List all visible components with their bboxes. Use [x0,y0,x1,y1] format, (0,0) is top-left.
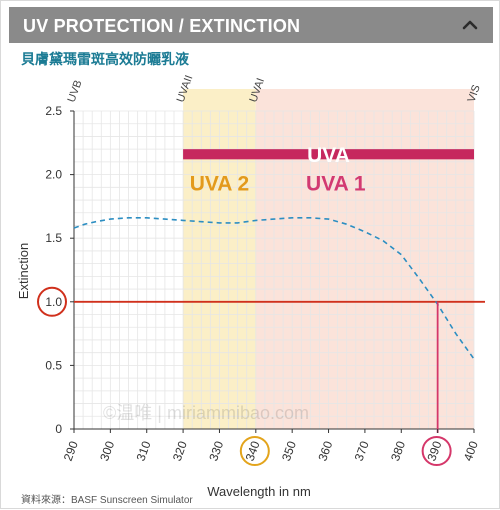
panel-header[interactable]: UV PROTECTION / EXTINCTION [9,7,493,43]
uva2-label: UVA 2 [190,173,250,196]
y-axis-title: Extinction [16,243,31,299]
uva-bar [183,149,474,160]
threshold-label-circle [37,286,67,317]
x-tick-label: 400 [461,439,481,463]
x-tick-label: 390 [424,439,444,463]
y-tick-label: 1.0 [45,295,62,309]
x-tick-label: 370 [352,439,372,463]
y-tick-label: 1.5 [45,231,62,245]
top-label-uvb: UVB [66,79,85,104]
x-axis-title: Wavelength in nm [207,484,311,499]
uva1-label: UVA 1 [306,173,366,196]
x-tick-label: 290 [61,439,81,463]
chevron-up-icon[interactable] [457,13,483,37]
watermark: ©温唯 | miriammibao.com [103,403,309,423]
y-tick-label: 2.0 [45,168,62,182]
circled-tick-390 [421,436,452,466]
x-tick-label: 300 [97,439,117,463]
product-name: 貝膚黛瑪雷斑高效防曬乳液 [21,52,189,68]
x-tick-label: 340 [243,439,263,463]
y-tick-label: 0.5 [45,358,62,372]
extinction-curve [73,217,475,360]
x-tick-label: 320 [170,439,190,463]
x-tick-label: 350 [279,439,299,463]
uva-bar-label: UVA [307,144,350,167]
top-label-vis: VIS [466,83,483,104]
panel-title: UV PROTECTION / EXTINCTION [23,16,301,36]
source-note: 資料來源：BASF Sunscreen Simulator [21,495,193,506]
x-tick-label: 330 [206,439,226,463]
circled-tick-340 [239,436,270,466]
x-tick-label: 310 [134,439,154,463]
x-tick-label: 360 [315,439,335,463]
y-tick-label: 2.5 [45,104,62,118]
x-tick-label: 380 [388,439,408,463]
y-tick-label: 0 [55,422,62,436]
